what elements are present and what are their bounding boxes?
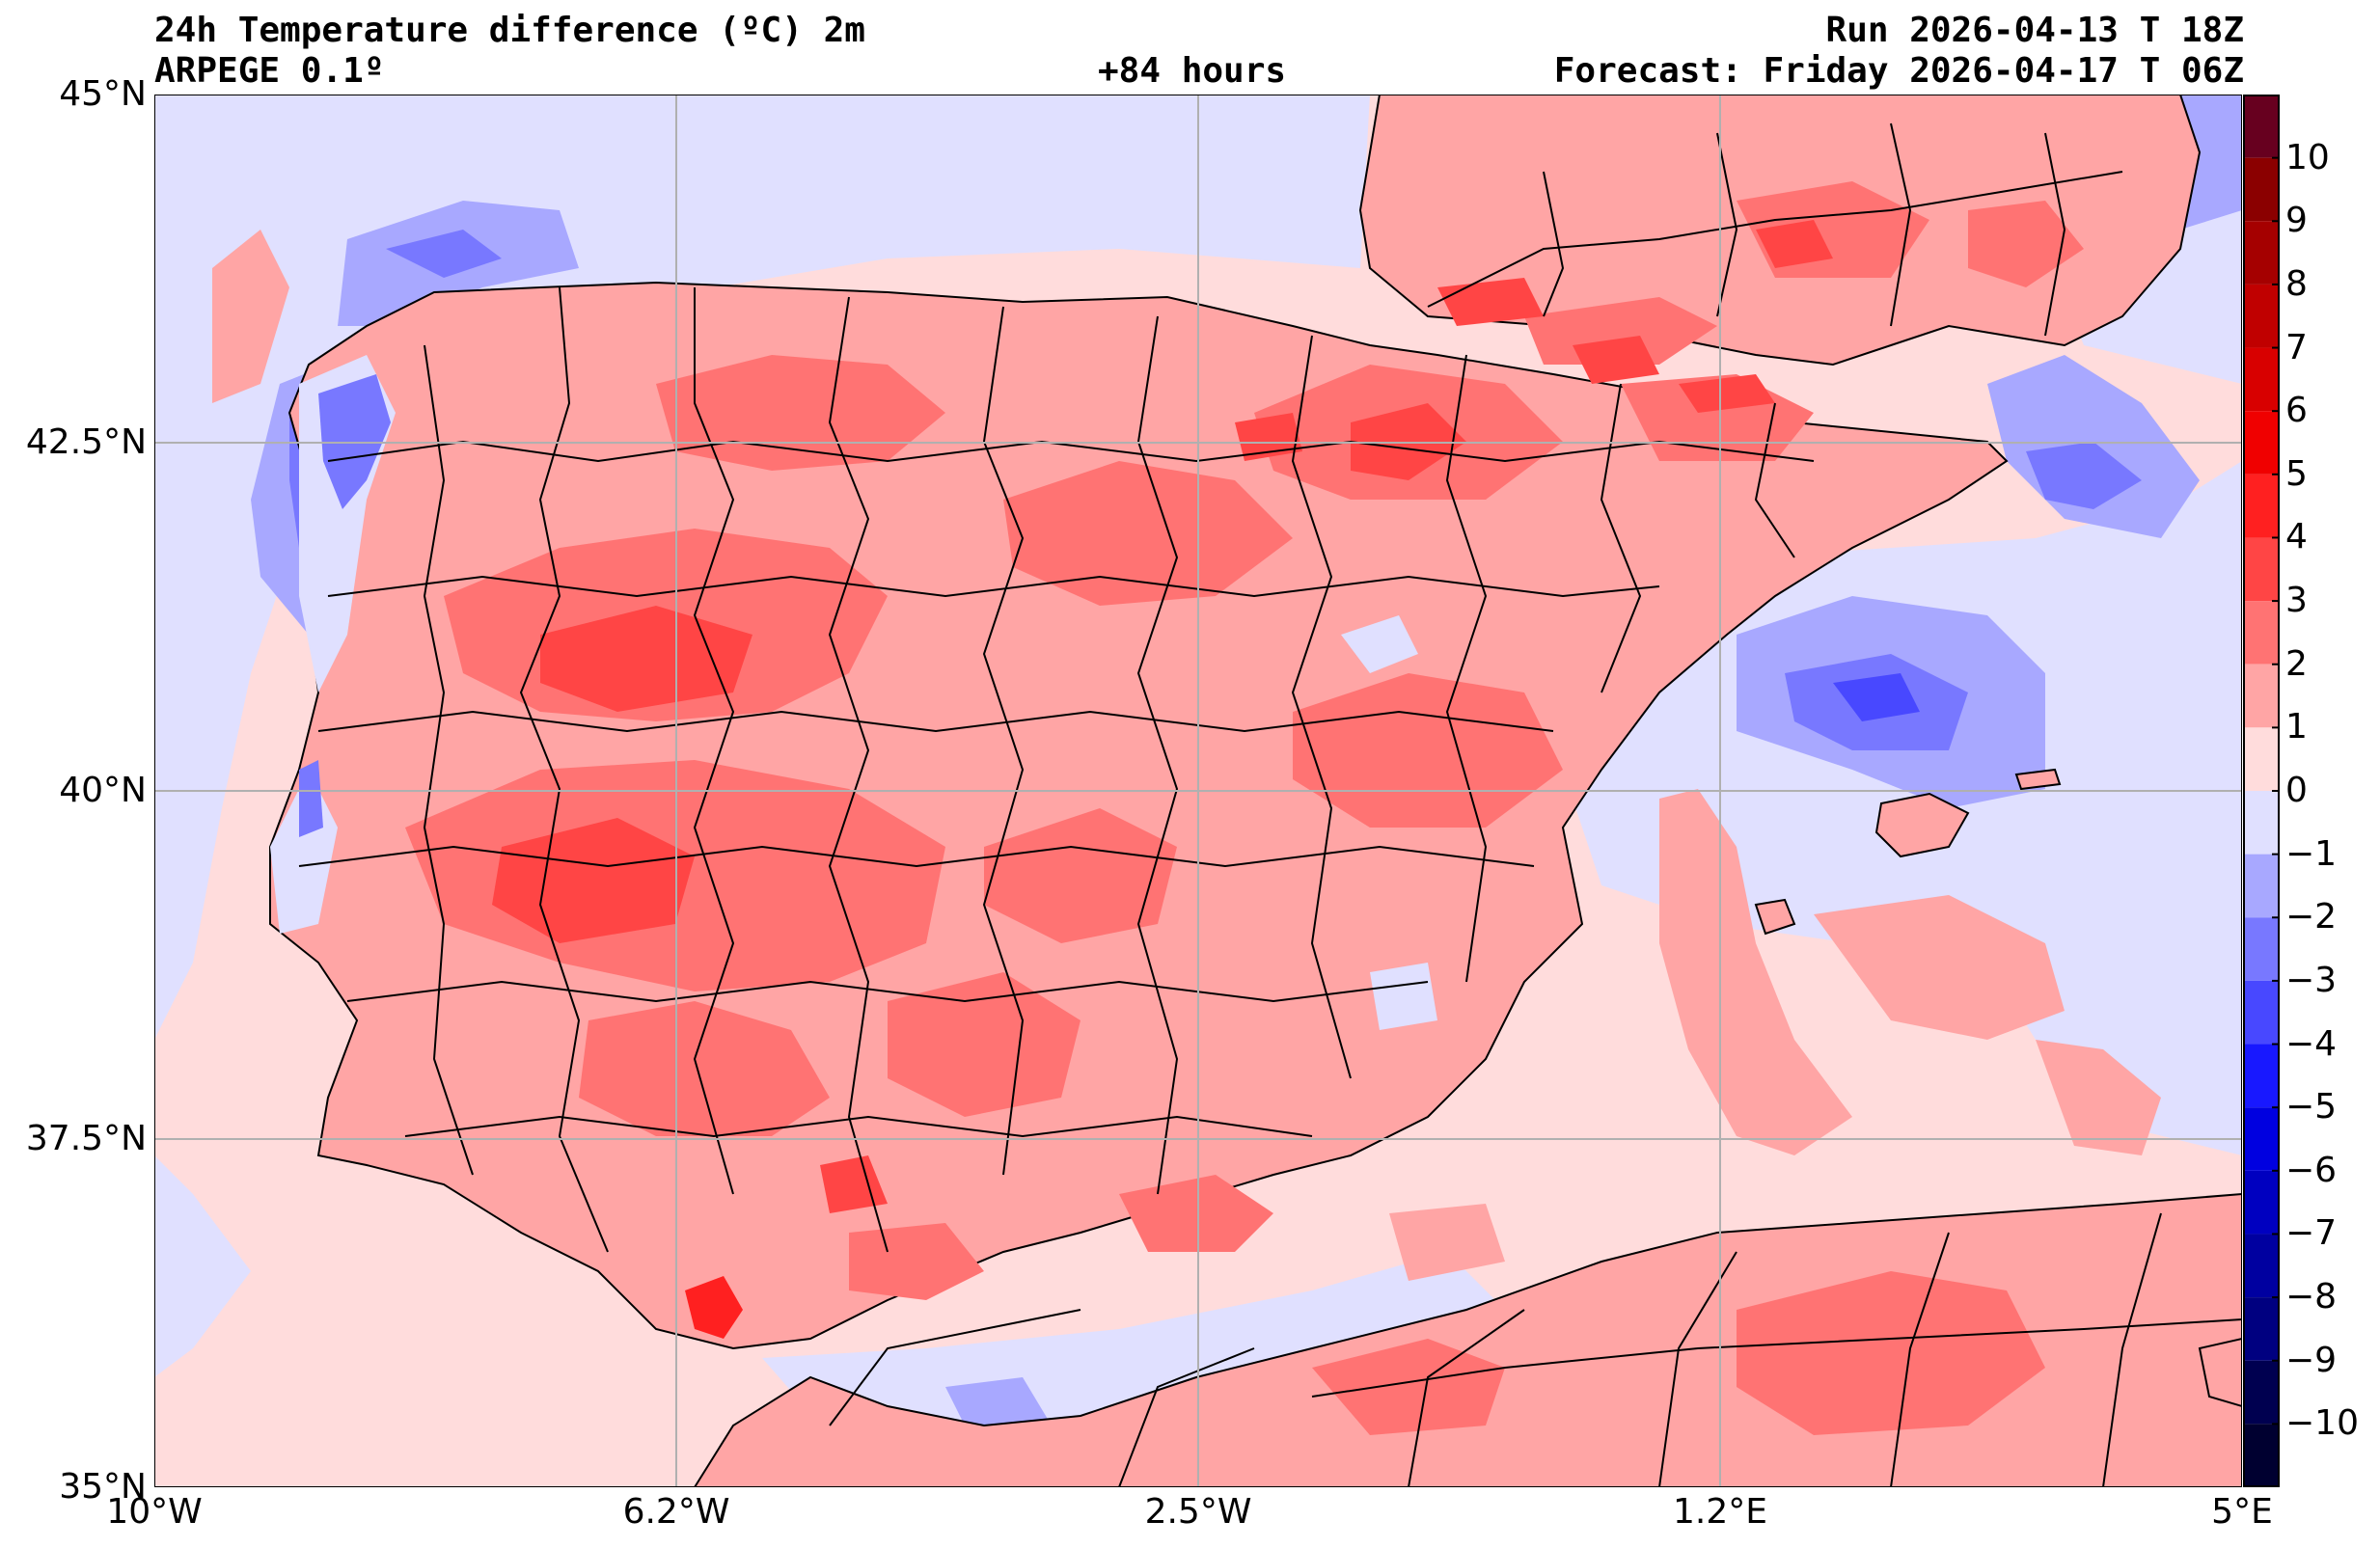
colorbar-band bbox=[2243, 980, 2280, 1045]
colorbar-band bbox=[2243, 854, 2280, 918]
lat-tick-label: 35°N bbox=[59, 1467, 147, 1507]
colorbar-band bbox=[2243, 664, 2280, 728]
lon-tick-label: 2.5°W bbox=[1144, 1492, 1252, 1532]
colorbar-tick-label: −1 bbox=[2285, 833, 2338, 874]
colorbar-band bbox=[2243, 411, 2280, 475]
colorbar-tick-label: 6 bbox=[2285, 391, 2308, 431]
colorbar-tick-label: 7 bbox=[2285, 327, 2308, 367]
colorbar-band bbox=[2243, 1424, 2280, 1487]
temperature-difference-map bbox=[154, 95, 2242, 1487]
colorbar-tick-label: 9 bbox=[2285, 201, 2308, 241]
colorbar-tick-label: −10 bbox=[2285, 1403, 2359, 1444]
lon-tick-label: 1.2°E bbox=[1673, 1492, 1767, 1532]
colorbar-tick-label: 0 bbox=[2285, 771, 2308, 810]
title-left-line1: 24h Temperature difference (ºC) 2m bbox=[154, 11, 865, 50]
colorbar-tick-label: −5 bbox=[2285, 1087, 2338, 1127]
corsica-land bbox=[2198, 1337, 2242, 1408]
colorbar bbox=[2243, 95, 2280, 1487]
colorbar-tick-label: 8 bbox=[2285, 263, 2308, 304]
title-forecast: Forecast: Friday 2026-04-17 T 06Z bbox=[1553, 51, 2244, 91]
colorbar-tick-label: 10 bbox=[2285, 137, 2330, 177]
colorbar-band bbox=[2243, 474, 2280, 538]
colorbar-tick-label: −9 bbox=[2285, 1340, 2338, 1380]
title-run: Run 2026-04-13 T 18Z bbox=[1825, 11, 2244, 50]
colorbar-band bbox=[2243, 1297, 2280, 1361]
colorbar-tick-label: −4 bbox=[2285, 1023, 2338, 1064]
colorbar-band bbox=[2243, 917, 2280, 981]
colorbar-band bbox=[2243, 221, 2280, 285]
colorbar-tick-label: −2 bbox=[2285, 897, 2338, 937]
warm-sea-patches bbox=[212, 230, 2161, 1281]
map-grid bbox=[154, 95, 2242, 1487]
lon-tick-label: 6.2°W bbox=[622, 1492, 730, 1532]
colorbar-tick-label: 5 bbox=[2285, 453, 2308, 494]
colorbar-band bbox=[2243, 1170, 2280, 1235]
title-center-hours: +84 hours bbox=[1098, 51, 1287, 91]
colorbar-band bbox=[2243, 601, 2280, 665]
menorca-land bbox=[2014, 768, 2062, 791]
colorbar-tick-label: −6 bbox=[2285, 1150, 2338, 1190]
colorbar-band bbox=[2243, 727, 2280, 791]
colorbar-tick-label: 2 bbox=[2285, 643, 2308, 684]
lat-tick-label: 42.5°N bbox=[25, 422, 147, 462]
colorbar-tick-label: −3 bbox=[2285, 960, 2338, 1000]
mallorca-land bbox=[1874, 792, 1970, 858]
colorbar-band bbox=[2243, 347, 2280, 412]
colorbar-tick-label: 1 bbox=[2285, 707, 2308, 747]
colorbar-band bbox=[2243, 537, 2280, 602]
colorbar-band bbox=[2243, 157, 2280, 222]
colorbar-band bbox=[2243, 284, 2280, 348]
lat-tick-label: 45°N bbox=[59, 74, 147, 114]
colorbar-band bbox=[2243, 791, 2280, 855]
hottest-spot-gibraltar bbox=[685, 1276, 743, 1339]
ibiza-land bbox=[1754, 898, 1796, 936]
lat-tick-label: 40°N bbox=[59, 771, 147, 810]
colorbar-tick-label: −7 bbox=[2285, 1213, 2338, 1254]
colorbar-tick-label: 4 bbox=[2285, 517, 2308, 557]
colorbar-band bbox=[2243, 1360, 2280, 1425]
colorbar-band bbox=[2243, 1234, 2280, 1298]
colorbar-band bbox=[2243, 95, 2280, 158]
colorbar-tick-label: 3 bbox=[2285, 581, 2308, 621]
lon-tick-label: 5°E bbox=[2211, 1492, 2273, 1532]
colorbar-band bbox=[2243, 1107, 2280, 1171]
title-left-line2: ARPEGE 0.1º bbox=[154, 51, 385, 91]
colorbar-tick-label: −8 bbox=[2285, 1277, 2338, 1317]
lon-tick-label: 10°W bbox=[106, 1492, 203, 1532]
colorbar-band bbox=[2243, 1044, 2280, 1108]
lat-tick-label: 37.5°N bbox=[25, 1119, 147, 1158]
